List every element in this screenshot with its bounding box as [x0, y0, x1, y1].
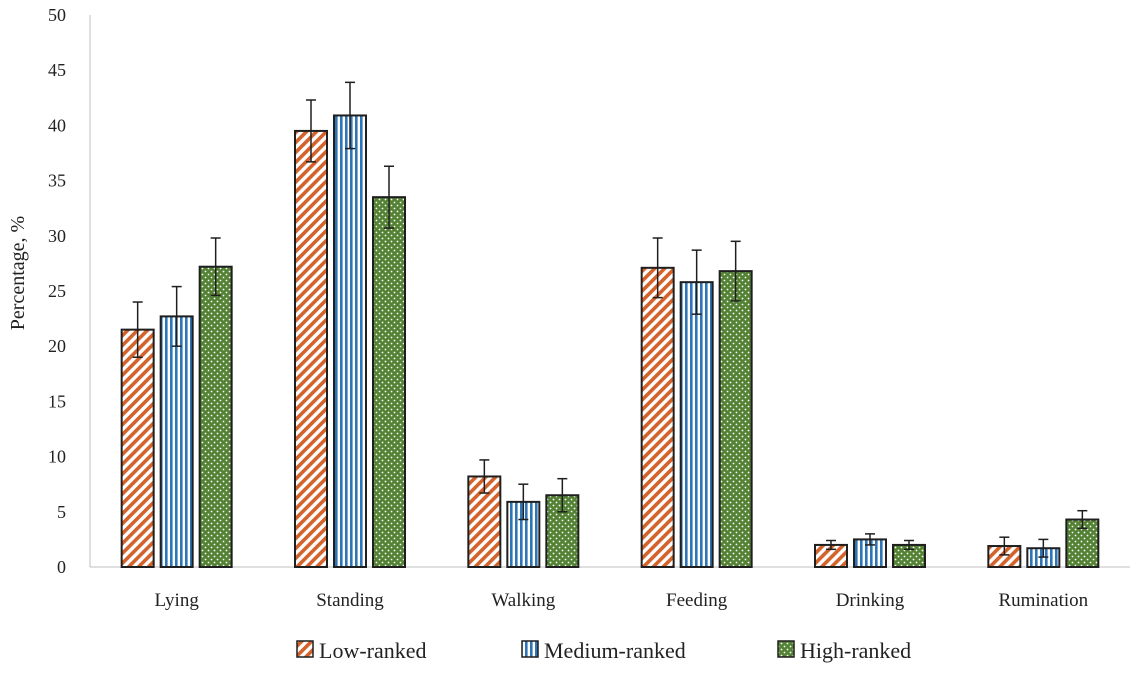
- error-bar-high-ranked-standing: [384, 165, 394, 229]
- bar-medium-ranked-lying: [159, 315, 194, 568]
- error-bar-low-ranked-rumination: [999, 536, 1010, 556]
- bar-high-ranked-standing: [372, 196, 406, 568]
- error-bar-low-ranked-walking: [479, 459, 490, 494]
- y-axis-title: Percentage, %: [7, 216, 29, 330]
- category-label-lying: Lying: [154, 590, 199, 611]
- category-label-standing: Standing: [316, 590, 384, 611]
- error-bar-low-ranked-standing: [306, 99, 316, 163]
- y-tick-label: 15: [48, 391, 66, 411]
- legend-label: Low-ranked: [319, 638, 427, 663]
- y-tick-label: 20: [48, 336, 66, 356]
- y-tick-label: 40: [48, 115, 66, 135]
- bar-low-ranked-lying: [120, 328, 155, 569]
- legend-item-low-ranked: Low-ranked: [296, 638, 427, 663]
- legend-label: High-ranked: [800, 638, 911, 663]
- legend-item-high-ranked: High-ranked: [777, 638, 911, 663]
- legend-swatch: [521, 640, 539, 658]
- error-bar-medium-ranked-rumination: [1038, 538, 1049, 558]
- error-bar-medium-ranked-lying: [171, 285, 182, 347]
- bar-medium-ranked-feeding: [679, 281, 714, 568]
- category-label-rumination: Rumination: [998, 590, 1088, 611]
- error-bar-high-ranked-rumination: [1077, 509, 1088, 530]
- error-bar-high-ranked-feeding: [730, 240, 741, 302]
- error-bar-medium-ranked-walking: [518, 483, 529, 521]
- legend-swatch: [777, 640, 795, 658]
- bar-low-ranked-feeding: [640, 266, 675, 568]
- y-tick-label: 45: [48, 60, 66, 80]
- y-tick-label: 5: [57, 502, 66, 522]
- error-bar-low-ranked-drinking: [826, 539, 836, 551]
- error-bar-high-ranked-drinking: [904, 539, 914, 551]
- legend: Low-ranked Medium-ranked High-ranked: [296, 638, 911, 663]
- bar-medium-ranked-standing: [333, 114, 367, 569]
- error-bar-low-ranked-lying: [132, 301, 143, 358]
- legend-label: Medium-ranked: [544, 638, 686, 663]
- error-bar-high-ranked-lying: [210, 237, 221, 297]
- y-tick-label: 50: [48, 5, 66, 25]
- error-bar-medium-ranked-standing: [345, 81, 355, 150]
- bar-high-ranked-feeding: [718, 270, 753, 568]
- category-labels: Lying Standing Walking Feeding Drinking Rumin…: [154, 590, 1088, 611]
- bar-low-ranked-standing: [294, 129, 328, 568]
- y-axis: 0 5 10 15 20 25 30 35 40 45 50: [48, 5, 91, 577]
- category-label-feeding: Feeding: [666, 590, 728, 611]
- y-tick-label: 25: [48, 281, 66, 301]
- bar-high-ranked-lying: [198, 265, 233, 568]
- legend-swatch: [296, 640, 314, 658]
- error-bars-group: [132, 81, 1088, 558]
- category-label-drinking: Drinking: [836, 590, 905, 611]
- y-tick-label: 35: [48, 171, 66, 191]
- legend-item-medium-ranked: Medium-ranked: [521, 638, 686, 663]
- category-label-walking: Walking: [491, 590, 555, 611]
- bars-group: [120, 114, 1100, 569]
- error-bar-low-ranked-feeding: [652, 237, 663, 299]
- y-tick-label: 30: [48, 226, 66, 246]
- error-bar-medium-ranked-drinking: [865, 533, 875, 546]
- y-tick-label: 0: [57, 557, 66, 577]
- error-bar-medium-ranked-feeding: [691, 249, 702, 315]
- error-bar-high-ranked-walking: [557, 477, 568, 513]
- y-tick-label: 10: [48, 447, 66, 467]
